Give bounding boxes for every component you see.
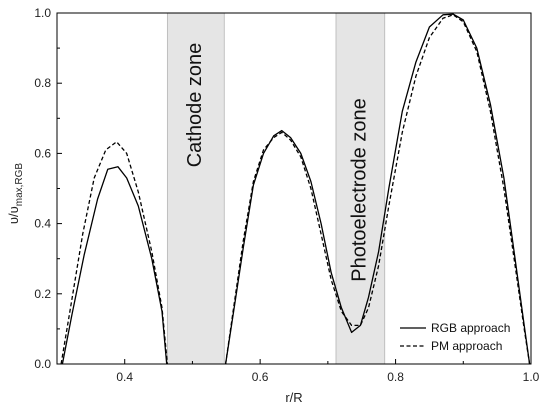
series-line-pm-segment-1 — [224, 14, 531, 365]
x-tick-label-1: 0.6 — [252, 370, 269, 384]
y-tick-label-1: 0.2 — [34, 287, 51, 301]
zone-label-0: Cathode zone — [184, 43, 206, 168]
zone-band-0 — [166, 12, 225, 365]
x-axis-title: r/R — [285, 390, 302, 405]
y-axis-title-subscript: max,RGB — [14, 163, 25, 207]
x-tick-label-0: 0.4 — [116, 370, 133, 384]
y-tick-label-2: 0.4 — [34, 217, 51, 231]
zone-band-1 — [335, 12, 386, 365]
y-tick-label-0: 0.0 — [34, 357, 51, 371]
legend-label-rgb: RGB approach — [431, 321, 510, 335]
series-line-pm-segment-0 — [60, 141, 169, 365]
y-axis-title-main: υ/υ — [6, 206, 21, 224]
series-line-rgb-segment-1 — [224, 13, 531, 365]
plot-frame — [56, 12, 532, 365]
zone-label-1: Photoelectrode zone — [349, 98, 371, 281]
legend-label-pm: PM approach — [431, 339, 502, 353]
y-tick-label-4: 0.8 — [34, 76, 51, 90]
series-line-rgb-segment-0 — [61, 166, 168, 365]
x-tick-label-3: 1.0 — [523, 370, 540, 384]
y-axis-title: υ/υmax,RGB — [6, 163, 25, 225]
y-tick-label-5: 1.0 — [34, 6, 51, 20]
y-tick-label-3: 0.6 — [34, 146, 51, 160]
x-tick-label-2: 0.8 — [387, 370, 404, 384]
